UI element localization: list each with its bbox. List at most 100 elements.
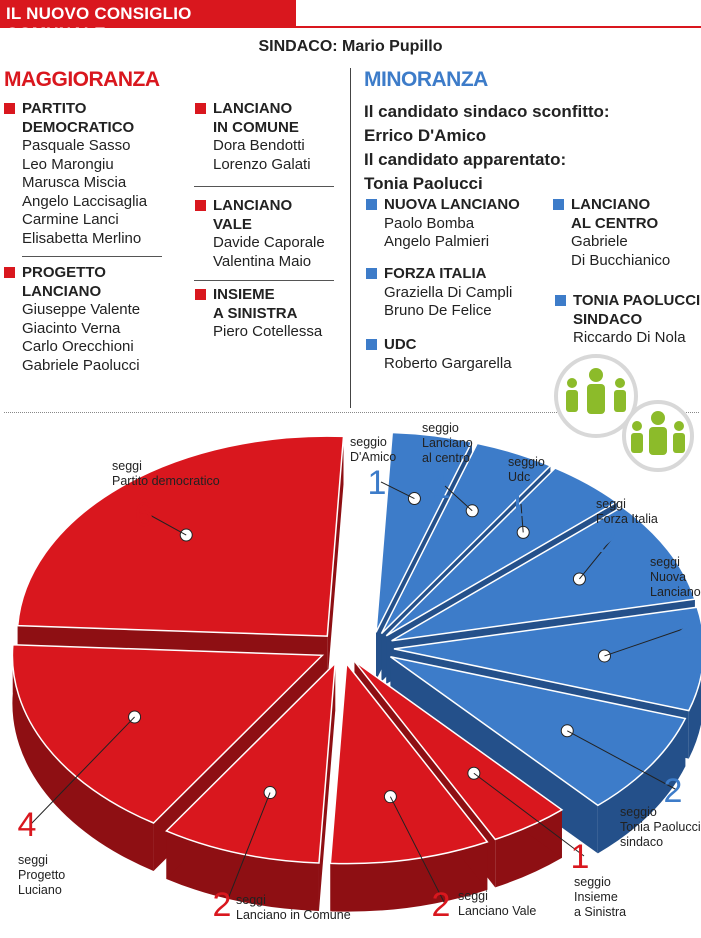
member-name: Carmine Lanci [22,211,119,228]
seat-unit-label: seggi [112,459,142,473]
allied-label: Il candidato apparentato: [364,150,567,169]
defeated-name: Errico D'Amico [364,126,487,145]
red-square-icon [4,267,15,278]
party-name: LANCIANO VALE [213,197,293,233]
slice-name-label: Udc [508,470,530,484]
blue-square-icon [366,268,377,279]
slice-name-label: Insieme [574,890,618,904]
member-name: Angelo Laccisaglia [22,192,148,210]
member-name: Graziella Di Campli [384,283,513,301]
slice-wall [318,663,336,911]
leader-line [604,627,687,657]
majority-heading: MAGGIORANZA [4,68,160,91]
party-name: INSIEME A SINISTRA [213,286,298,322]
member-name: Roberto Gargarella [384,354,512,372]
leader-line [389,796,446,905]
red-square-icon [4,103,15,114]
party-forza-italia: FORZA ITALIA Graziella Di Campli Bruno D… [366,265,513,321]
mayor-label: SINDACO: Mario Pupillo [258,38,443,55]
slice-name-label: Lanciano Vale [458,904,536,918]
slice-name-label: Tonia Paolucci [620,820,701,834]
slice-top [393,606,701,712]
seat-unit-label: seggi [18,853,48,867]
member-name: Angelo Palmieri [384,233,490,250]
seat-unit-label: seggio [508,455,545,469]
member-name: Dora Bendotti [213,137,305,154]
leader-line [30,716,135,825]
slice-name-label: a Sinistra [574,905,626,919]
member-name: Valentina Maio [213,252,312,270]
slice-name-label: Nuova [650,570,686,584]
slice-name-label: al centro [422,451,470,465]
leader-line [225,792,271,905]
slice-name-label: Partito democratico [112,474,220,488]
party-nuova-lanciano: NUOVA LANCIANO Paolo Bomba Angelo Palmie… [366,196,520,252]
slice-name-label: Lanciano [650,585,701,599]
slice-top [391,506,696,642]
seat-unit-label: seggi [596,497,626,511]
slice-top [11,644,325,824]
seat-unit-label: seggio [350,435,387,449]
party-name: LANCIANO AL CENTRO [571,196,659,232]
leader-line [380,481,415,499]
title-bar: IL NUOVO CONSIGLIO COMUNALE [0,0,296,43]
slice-top [375,431,473,633]
column-divider [350,68,351,408]
allied-name: Tonia Paolucci [364,174,483,193]
seat-count-label: 1 [432,468,451,506]
people-icon [554,354,694,472]
slice-name-label: Lanciano in Comune [236,908,351,922]
slice-name-label: Forza Italia [596,512,658,526]
pie-slice-lanciano-in-comune [165,661,337,911]
seat-count-label: 6 [135,496,154,534]
member-name: Pasquale Sasso [22,137,131,154]
page-title: IL NUOVO CONSIGLIO COMUNALE [6,4,192,43]
seat-unit-label: seggi [236,893,266,907]
dotted-divider [4,412,699,413]
blue-square-icon [366,339,377,350]
member-name: Gabriele Paolucci [22,356,140,374]
member-name: Elisabetta Merlino [22,229,142,247]
member-name: Lorenzo Galati [213,155,311,173]
party-lanciano-al-centro: LANCIANO AL CENTRO Gabriele Di Bucchiani… [553,196,670,270]
party-name: LANCIANO IN COMUNE [213,100,299,136]
slice-name-label: Lanciano [422,436,473,450]
seat-count-label: 1 [368,464,387,502]
member-name: Piero Cotellessa [213,323,323,340]
party-name: NUOVA LANCIANO [384,196,520,213]
seat-count-label: 2 [432,886,451,924]
separator [194,280,334,281]
minority-heading: MINORANZA [364,68,488,91]
member-name: Giuseppe Valente [22,301,141,318]
member-name: Marusca Miscia [22,174,127,191]
red-square-icon [195,289,206,300]
party-name: PARTITO DEMOCRATICO [22,100,135,136]
slice-name-label: sindaco [620,835,663,849]
slice-wall [327,436,344,685]
slice-top [380,442,552,635]
party-partito-democratico: PARTITO DEMOCRATICO Pasquale Sasso Leo M… [4,100,148,248]
member-name: Carlo Orecchioni [22,338,134,355]
candidates-block: Il candidato sindaco sconfitto: Errico D… [364,100,610,196]
seat-count-label: 2 [598,522,617,560]
red-square-icon [195,103,206,114]
seat-unit-label: seggio [620,805,657,819]
member-name: Gabriele [571,233,628,250]
party-progetto-lanciano: PROGETTO LANCIANO Giuseppe Valente Giaci… [4,264,141,375]
member-name: Leo Marongiu [22,155,114,173]
leader-line [520,503,524,533]
title-rule [296,26,701,28]
seat-unit-label: seggi [650,555,680,569]
slice-side [166,830,319,911]
party-lanciano-in-comune: LANCIANO IN COMUNE Dora Bendotti Lorenzo… [195,100,311,174]
seat-unit-label: seggio [574,875,611,889]
party-name: UDC [384,336,417,353]
seat-count-label: 1 [571,838,590,876]
party-insieme-a-sinistra: INSIEME A SINISTRA Piero Cotellessa [195,286,323,342]
separator [22,256,162,257]
seat-count-label: 2 [664,772,683,810]
blue-square-icon [555,295,566,306]
slice-name-label: Luciano [18,883,62,897]
seat-count-label: 4 [18,806,37,844]
slice-top [165,661,337,864]
